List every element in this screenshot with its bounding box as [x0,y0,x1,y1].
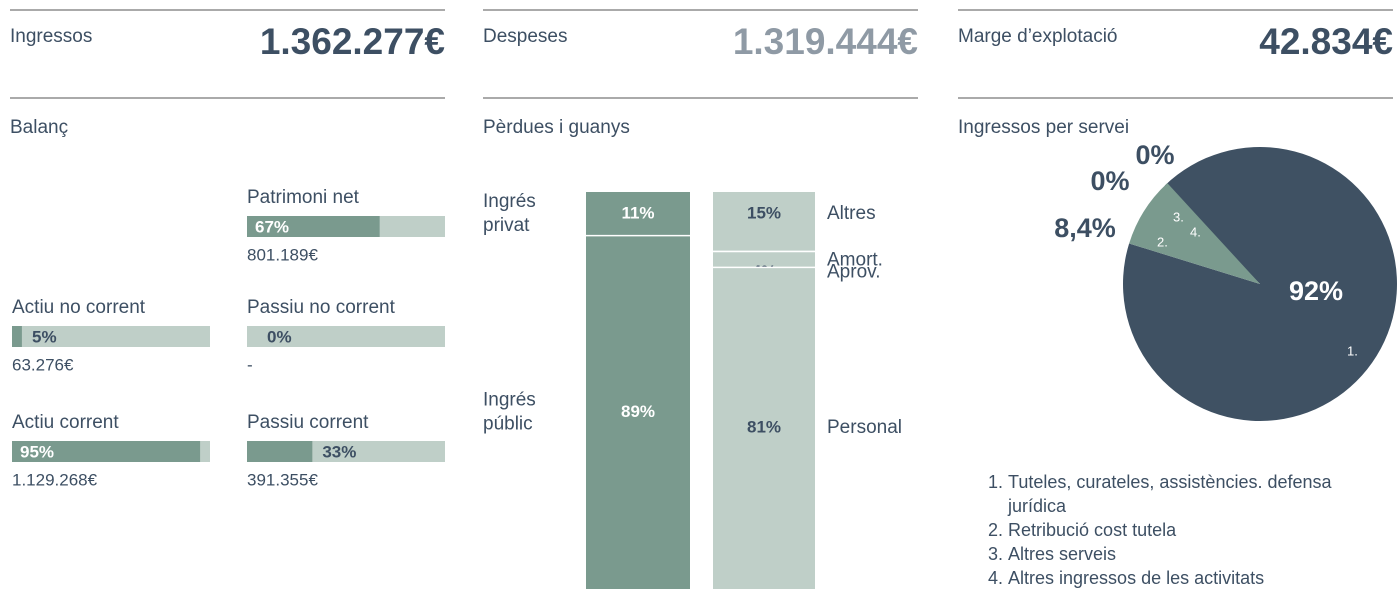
legend-item: 4. Altres ingressos de les activitats [988,566,1340,590]
bar-value-label: 0% [267,327,292,346]
bar-track [12,326,210,347]
kpi-value: 42.834€ [1259,21,1393,62]
pie-value-label: 0% [1090,166,1129,196]
bar [247,441,313,462]
pie-slice [1167,183,1260,284]
legend-item: 3. Altres serveis [988,542,1340,566]
amount: 1.129.268€ [12,470,98,489]
legend-text: Altres ingressos de les activitats [1008,568,1265,588]
bar-label: Actiu no corrent [12,297,146,318]
bar-label: Passiu corrent [247,412,369,433]
amount: 801.189€ [247,245,318,264]
section-title: Pèrdues i guanys [483,117,630,138]
amount: - [247,355,253,374]
pie-legend: 1. Tuteles, curateles, assistències. defe… [988,470,1340,590]
bar-value-label: 5% [32,327,57,346]
section-title: Ingressos per servei [958,117,1129,138]
legend-item: 1. Tuteles, curateles, assistències. defe… [988,470,1340,518]
bar-value-label: 33% [322,442,356,461]
segment [713,251,815,268]
legend-number: 1. [988,472,1004,492]
segment-label: 81% [747,418,781,437]
category-label: Personal [827,417,902,438]
pie-slice [1123,147,1397,422]
legend-number: 3. [988,544,1004,564]
bar-label: Actiu corrent [12,412,119,433]
bar-label: Passiu no corrent [247,297,396,318]
legend-number: 2. [988,520,1004,540]
legend-item: 2. Retribució cost tutela [988,518,1340,542]
legend-number: 4. [988,568,1004,588]
kpi-label: Marge d’explotació [958,26,1117,47]
category-label-line: privat [483,215,530,236]
segment [713,267,815,589]
bar-value-label: 67% [255,217,289,236]
kpi-value: 1.319.444€ [733,21,918,62]
segment [713,192,815,252]
kpi-label: Despeses [483,26,568,47]
pie-value-label: 0% [1135,140,1174,170]
category-label: Ingrés privat [483,191,536,236]
category-label: Altres [827,203,876,224]
pie-value-label: 92% [1289,276,1343,306]
legend-text: Retribució cost tutela [1008,520,1177,540]
segment-label: 15% [747,203,781,222]
amount: 63.276€ [12,355,74,374]
bar [12,326,22,347]
segment-label: 11% [621,203,654,222]
category-label-line: Ingrés [483,191,536,212]
category-label: Aprov. [827,262,881,283]
legend-text: Tuteles, curateles, assistències. defens… [1008,472,1332,516]
kpi-value: 1.362.277€ [260,21,445,62]
pie-slice-number: 1. [1347,343,1358,358]
bar-value-label: 95% [20,442,54,461]
pie-value-label: 8,4% [1054,213,1116,243]
pie-slice-number: 4. [1190,224,1201,239]
category-label: Ingrés públic [483,389,536,434]
section-title: Balanç [10,117,68,138]
category-label-line: públic [483,413,533,434]
segment-label: 89% [621,402,655,421]
segment [586,192,690,236]
bar-label: Patrimoni net [247,187,360,208]
amount: 391.355€ [247,470,318,489]
segment [586,235,690,589]
pie-slice [1129,183,1260,284]
pie-slice-number: 3. [1173,209,1184,224]
bar-track [247,326,445,347]
category-label: Amort. [827,250,883,271]
legend-text: Altres serveis [1008,544,1117,564]
bar [12,441,201,462]
bar [247,216,380,237]
pie-slice-number: 2. [1157,234,1168,249]
category-label-line: Ingrés [483,389,536,410]
kpi-label: Ingressos [10,26,92,47]
